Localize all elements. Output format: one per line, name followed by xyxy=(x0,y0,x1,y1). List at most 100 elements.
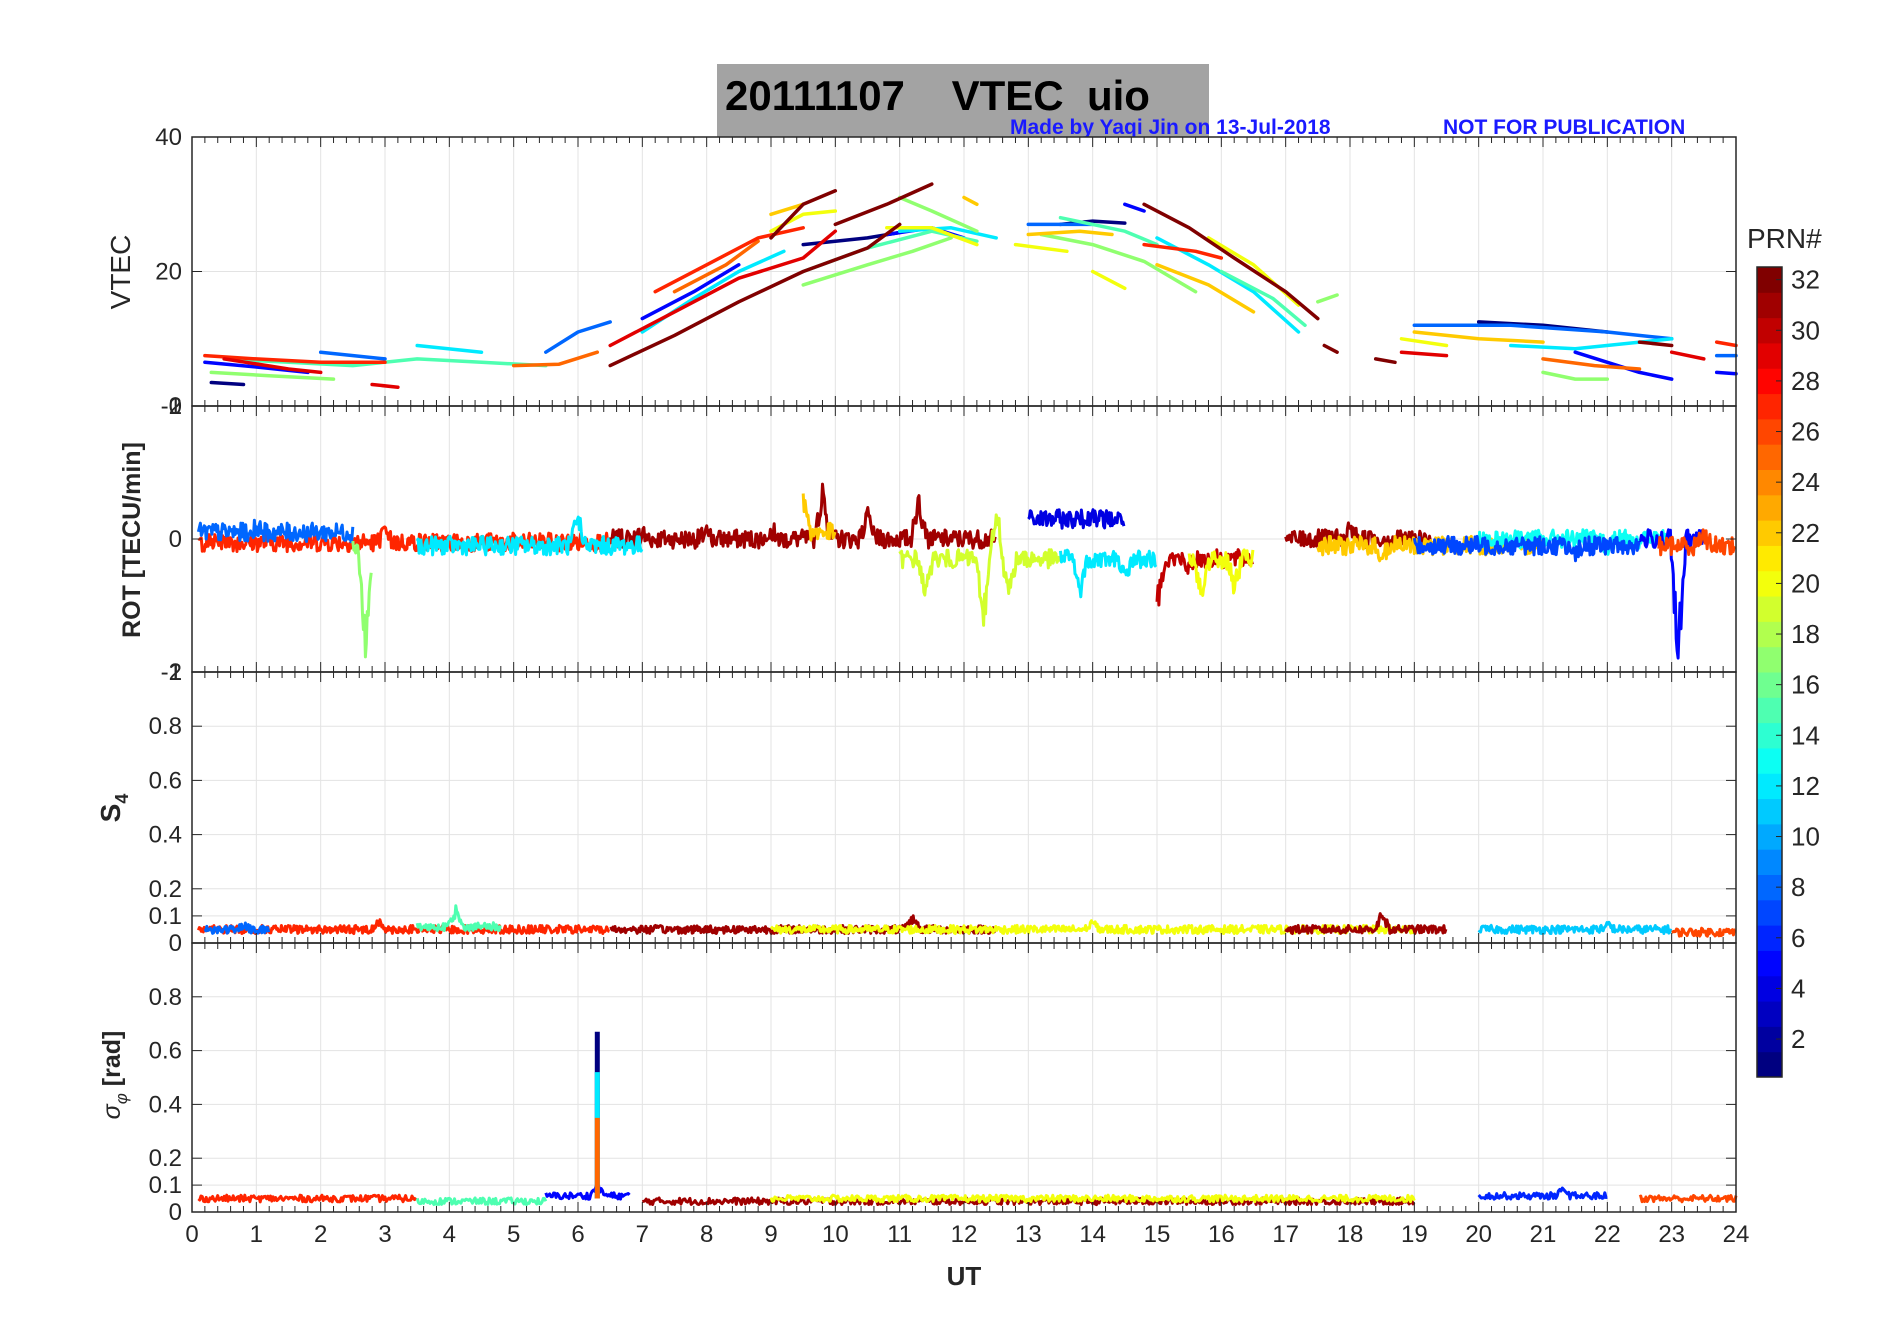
colorbar-swatch xyxy=(1757,292,1782,319)
sigma_phi-series-trace xyxy=(1477,1186,1608,1201)
vtec-series-line xyxy=(544,320,612,354)
sigma_phi-series-trace xyxy=(769,1193,1416,1204)
vtec-series-line xyxy=(1637,340,1674,348)
xtick-label: 1 xyxy=(250,1221,263,1248)
xtick-label: 5 xyxy=(507,1221,520,1248)
rot-series-trace xyxy=(1657,528,1736,557)
sigma_phi-series-trace xyxy=(544,1184,631,1201)
s4-ytick-label: 1 xyxy=(169,659,182,686)
colorbar-tick-label: 22 xyxy=(1791,518,1820,548)
colorbar-swatch xyxy=(1757,849,1782,875)
xtick-label: 13 xyxy=(1015,1221,1042,1248)
vtec-series-line xyxy=(1322,343,1339,354)
xtick-label: 0 xyxy=(185,1221,198,1248)
vtec-series-line xyxy=(640,263,741,321)
vtec-series-line xyxy=(370,382,400,389)
xtick-label: 15 xyxy=(1144,1221,1171,1248)
xtick-label: 2 xyxy=(314,1221,327,1248)
vtec-series-line xyxy=(1573,350,1674,381)
colorbar-swatch xyxy=(1757,697,1782,724)
xtick-label: 21 xyxy=(1530,1221,1557,1248)
vtec-series-line xyxy=(833,182,934,227)
xtick-label: 11 xyxy=(887,1221,912,1248)
colorbar-swatch xyxy=(1757,1001,1782,1027)
vtec-series-line xyxy=(1155,263,1256,314)
credit-text: Made by Yaqi Jin on 13-Jul-2018 xyxy=(1010,116,1331,139)
vtec-series-line xyxy=(769,202,805,217)
s4-ytick-label: 0.4 xyxy=(149,822,182,849)
xtick-label: 16 xyxy=(1208,1221,1235,1248)
vtec-series-line xyxy=(511,350,600,368)
vtec-series-line xyxy=(1142,202,1320,321)
colorbar-swatch xyxy=(1757,899,1782,926)
colorbar-tick-label: 32 xyxy=(1791,265,1820,295)
rot-series-trace xyxy=(415,515,644,557)
vtec-series-line xyxy=(415,343,484,354)
colorbar-tick-label: 28 xyxy=(1791,366,1820,396)
rot-ytick-label-overlay: 1 xyxy=(169,659,182,686)
colorbar-swatch xyxy=(1757,393,1782,420)
vtec-series-line xyxy=(1541,357,1642,371)
vtec-series-line xyxy=(1714,370,1738,376)
rot-series-trace xyxy=(351,540,373,659)
sigma_phi-ytick-label: 0.6 xyxy=(149,1038,182,1065)
colorbar-swatch xyxy=(1757,950,1782,977)
colorbar-swatch xyxy=(1757,747,1782,774)
xtick-label: 23 xyxy=(1658,1221,1685,1248)
colorbar-swatch xyxy=(1757,545,1782,572)
rot-series-trace xyxy=(608,482,997,550)
colorbar-tick-label: 12 xyxy=(1791,771,1820,801)
colorbar-tick-label: 14 xyxy=(1791,720,1820,750)
title-background xyxy=(717,64,1209,137)
xtick-label: 17 xyxy=(1272,1221,1299,1248)
vtec-series-line xyxy=(1039,232,1198,294)
rot-series-trace xyxy=(898,513,1062,627)
colorbar-swatch xyxy=(1757,494,1782,521)
rot-series-trace xyxy=(1187,548,1255,597)
rot-ytick-label: 0 xyxy=(169,526,182,553)
title-date: 20111107 xyxy=(725,72,905,119)
colorbar-swatch xyxy=(1757,342,1782,369)
sigma_phi-ytick-label: 0.2 xyxy=(149,1145,182,1172)
xtick-label: 6 xyxy=(571,1221,584,1248)
vtec-ylabel: VTEC xyxy=(105,235,136,310)
rot-series-trace xyxy=(1639,528,1704,660)
vtec-series-line xyxy=(801,236,953,287)
vtec-series-line xyxy=(1123,202,1146,213)
xtick-label: 18 xyxy=(1337,1221,1364,1248)
vtec-ytick-label: 20 xyxy=(155,259,182,286)
colorbar-tick-label: 6 xyxy=(1791,923,1805,953)
xtick-label: 12 xyxy=(951,1221,978,1248)
title-rest: VTEC uio xyxy=(951,72,1150,119)
vtec-series-line xyxy=(222,357,323,375)
xtick-label: 24 xyxy=(1723,1221,1750,1248)
vtec-series-line xyxy=(608,229,838,348)
vtec-series-line xyxy=(769,189,838,240)
colorbar-frame xyxy=(1756,266,1783,1078)
colorbar-tick-label: 20 xyxy=(1791,568,1820,598)
vtec-series-line xyxy=(1026,229,1114,237)
colorbar-swatch xyxy=(1757,1051,1782,1078)
xtick-label: 3 xyxy=(378,1221,391,1248)
vtec-series-line xyxy=(1219,269,1307,328)
sigma_phi-series-trace xyxy=(197,1193,418,1204)
colorbar-tick-label: 24 xyxy=(1791,467,1820,497)
rot-series-trace xyxy=(1027,508,1126,530)
vtec-series-line xyxy=(897,195,979,233)
vtec-series-line xyxy=(1399,350,1449,358)
vtec-series-line xyxy=(1058,215,1159,247)
rot-series-trace xyxy=(1155,548,1254,607)
colorbar-tick-label: 16 xyxy=(1791,670,1820,700)
vtec-series-line xyxy=(1013,242,1069,254)
vtec-ytick-label: 40 xyxy=(155,124,182,151)
xtick-label: 22 xyxy=(1594,1221,1621,1248)
colorbar-swatch xyxy=(1757,798,1782,825)
colorbar-tick-label: 30 xyxy=(1791,315,1820,345)
xtick-label: 7 xyxy=(636,1221,649,1248)
publication-notice: NOT FOR PUBLICATION xyxy=(1443,116,1686,139)
vtec-ytick-label: 0 xyxy=(169,393,182,420)
colorbar-tick-label: 26 xyxy=(1791,417,1820,447)
xtick-label: 4 xyxy=(443,1221,456,1248)
sigma_phi-ytick-label: 0.8 xyxy=(149,984,182,1011)
